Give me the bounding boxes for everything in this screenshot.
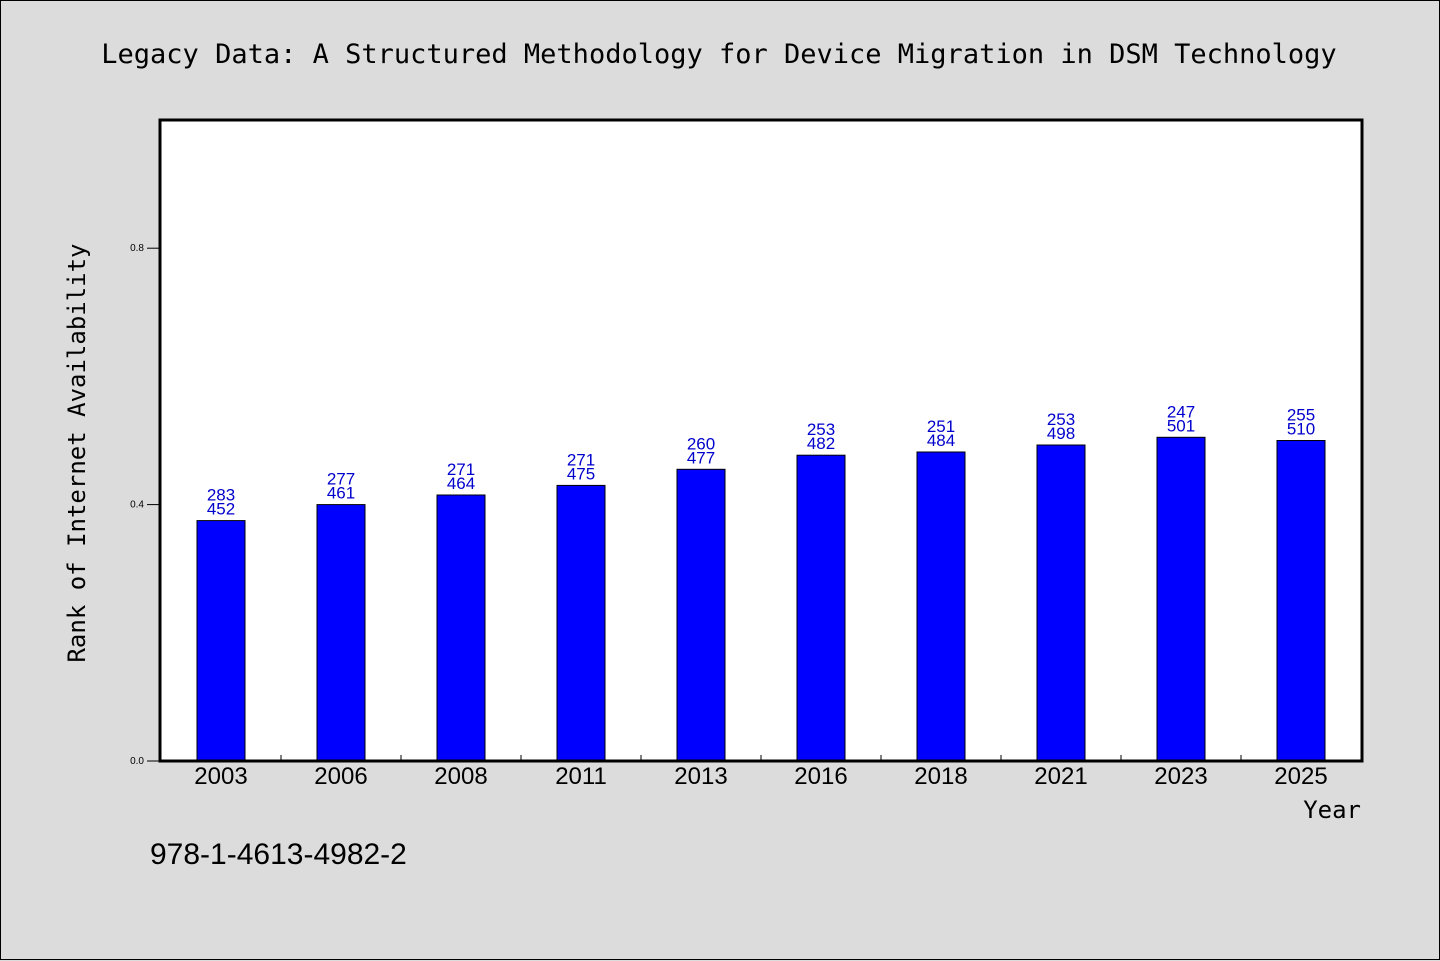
data-label-bottom-2008: 464: [447, 474, 475, 493]
x-axis-label: Year: [1303, 796, 1361, 824]
data-label-bottom-2021: 498: [1047, 424, 1075, 443]
x-tick-label-2003: 2003: [194, 763, 247, 790]
chart-title: Legacy Data: A Structured Methodology fo…: [101, 39, 1336, 70]
y-tick-label-0.0: 0.0: [130, 756, 144, 767]
bar-2013: [676, 468, 726, 762]
x-tick-label-2023: 2023: [1154, 763, 1207, 790]
x-tick-label-2013: 2013: [674, 763, 727, 790]
bar-2021: [1036, 444, 1086, 762]
data-label-top-2025: 255: [1287, 406, 1315, 425]
bar-2023: [1156, 436, 1206, 762]
data-labels: 2834522774612714642714752604772534822514…: [207, 402, 1315, 518]
bar-2016: [796, 454, 846, 762]
x-tick-label-2025: 2025: [1274, 763, 1327, 790]
bar-2025: [1276, 440, 1326, 762]
data-label-bottom-2023: 501: [1167, 416, 1195, 435]
bar-2011: [556, 484, 606, 762]
x-tick-label-2006: 2006: [314, 763, 367, 790]
data-label-bottom-2025: 510: [1287, 420, 1315, 439]
data-label-bottom-2018: 484: [927, 431, 955, 450]
data-label-bottom-2013: 477: [687, 448, 715, 467]
isbn-label: 978-1-4613-4982-2: [150, 838, 407, 871]
data-label-top-2006: 277: [327, 470, 355, 489]
bar-2003: [196, 520, 246, 762]
data-label-bottom-2006: 461: [327, 484, 355, 503]
plot-border: [158, 118, 1364, 763]
y-axis-label: Rank of Internet Availability: [63, 243, 91, 662]
data-label-bottom-2016: 482: [807, 434, 835, 453]
bar-2006: [316, 504, 366, 762]
x-tick-label-2018: 2018: [914, 763, 967, 790]
data-label-top-2008: 271: [447, 460, 475, 479]
data-label-top-2023: 247: [1167, 402, 1195, 421]
bar-2008: [436, 494, 486, 762]
data-label-top-2003: 283: [207, 486, 235, 505]
data-label-top-2013: 260: [687, 434, 715, 453]
data-label-bottom-2011: 475: [567, 464, 595, 483]
x-tick-label-2016: 2016: [794, 763, 847, 790]
bar-2018: [916, 451, 966, 762]
data-label-bottom-2003: 452: [207, 500, 235, 519]
y-axis-ticks: 0.0 0.4 0.8: [130, 243, 160, 767]
x-tick-label-2021: 2021: [1034, 763, 1087, 790]
data-label-top-2011: 271: [567, 450, 595, 469]
x-tick-label-2008: 2008: [434, 763, 487, 790]
data-label-top-2016: 253: [807, 420, 835, 439]
data-label-top-2021: 253: [1047, 410, 1075, 429]
y-tick-label-0.4: 0.4: [130, 500, 144, 511]
data-label-top-2018: 251: [927, 417, 955, 436]
x-axis-ticks: 2003 2006 2008 2011 2013 2016 2018 2021 2023 2025: [194, 755, 1328, 790]
x-tick-label-2011: 2011: [555, 763, 607, 790]
bars: [196, 436, 1326, 762]
y-tick-label-0.8: 0.8: [130, 243, 144, 254]
